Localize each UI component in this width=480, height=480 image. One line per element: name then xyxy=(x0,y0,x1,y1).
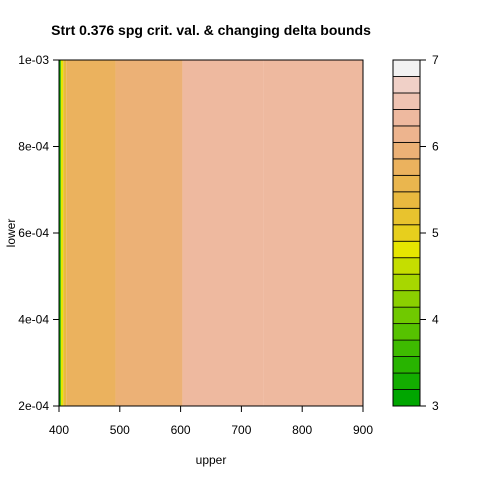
legend-swatch xyxy=(392,158,421,176)
legend-swatch xyxy=(392,339,421,357)
y-axis: 2e-04 4e-04 6e-04 8e-04 1e-03 xyxy=(18,53,59,413)
legend-swatch xyxy=(392,207,421,226)
y-tick-label: 4e-04 xyxy=(18,313,49,327)
legend-swatch xyxy=(392,59,421,77)
x-tick-label: 500 xyxy=(110,423,130,437)
chart-title: Strt 0.376 spg crit. val. & changing del… xyxy=(51,22,371,38)
x-tick-label: 400 xyxy=(49,423,69,437)
legend-swatch xyxy=(392,125,421,143)
legend-swatch xyxy=(392,290,421,308)
y-tick-label: 1e-03 xyxy=(18,53,49,67)
x-tick-label: 600 xyxy=(171,423,191,437)
y-tick-label: 6e-04 xyxy=(18,226,49,240)
legend-swatch xyxy=(392,257,421,275)
legend-swatch xyxy=(392,92,421,110)
legend-swatch xyxy=(392,141,421,160)
color-legend: 3 4 5 6 7 xyxy=(392,53,439,413)
legend-swatch xyxy=(392,389,421,407)
x-tick-label: 800 xyxy=(292,423,312,437)
heatmap-cell xyxy=(60,60,64,406)
x-tick-label: 700 xyxy=(231,423,251,437)
heatmap-cell xyxy=(59,60,61,406)
legend-swatch xyxy=(392,174,421,193)
legend-swatch xyxy=(392,356,421,374)
x-tick-label: 900 xyxy=(353,423,373,437)
x-axis-label: upper xyxy=(196,453,227,467)
heatmap-cell xyxy=(115,60,183,406)
legend-tick-label: 6 xyxy=(432,140,439,154)
heatmap-fills xyxy=(59,60,363,406)
legend-swatch xyxy=(392,240,421,259)
heatmap-cell xyxy=(66,60,116,406)
legend-tick-label: 5 xyxy=(432,226,439,240)
heatmap-cell xyxy=(63,60,67,406)
y-axis-label: lower xyxy=(4,219,18,248)
legend-tick-label: 7 xyxy=(432,53,439,67)
legend-swatch xyxy=(392,76,421,94)
y-tick-label: 8e-04 xyxy=(18,140,49,154)
x-axis: 400 500 600 700 800 900 xyxy=(49,406,373,437)
legend-swatch xyxy=(392,191,421,209)
heatmap-cell xyxy=(263,60,363,406)
legend-swatch xyxy=(392,273,421,292)
legend-swatch xyxy=(392,372,421,390)
legend-tick-label: 3 xyxy=(432,399,439,413)
y-tick-label: 2e-04 xyxy=(18,399,49,413)
legend-swatch xyxy=(392,306,421,325)
legend-swatch xyxy=(392,109,421,127)
legend-swatch xyxy=(392,323,421,341)
legend-tick-label: 4 xyxy=(432,313,439,327)
heatmap-cell xyxy=(182,60,264,406)
legend-swatch xyxy=(392,224,421,242)
